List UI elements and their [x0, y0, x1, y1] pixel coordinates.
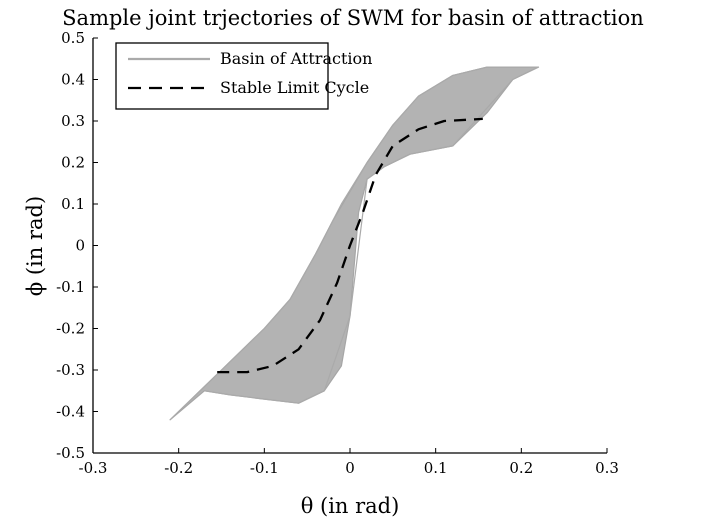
y-tick-label: -0.2 [56, 320, 85, 338]
y-tick-label: 0.5 [61, 29, 85, 47]
y-tick-label: 0.4 [61, 71, 85, 89]
y-tick-label: 0.2 [61, 154, 85, 172]
basin-of-attraction-line [169, 66, 540, 421]
y-tick-label: -0.5 [56, 444, 85, 462]
x-tick-label: -0.2 [164, 459, 193, 477]
chart-title: Sample joint trjectories of SWM for basi… [62, 6, 644, 30]
x-tick-label: 0.3 [595, 459, 619, 477]
legend: Basin of Attraction Stable Limit Cycle [115, 42, 372, 110]
x-tick-label: 0.1 [424, 459, 448, 477]
y-axis-label: ϕ (in rad) [23, 196, 47, 296]
plot-area: -0.3 -0.2 -0.1 0 0.1 0.2 0.3 -0.5 -0.4 -0.3 -0.2 -0… [56, 29, 619, 477]
x-tick-label: -0.1 [250, 459, 279, 477]
y-tick-label: -0.4 [56, 403, 85, 421]
y-tick-label: 0.1 [61, 195, 85, 213]
y-tick-label: -0.1 [56, 278, 85, 296]
stable-limit-cycle-line [217, 117, 483, 374]
x-axis-label: θ (in rad) [301, 494, 400, 518]
legend-label-limit-cycle: Stable Limit Cycle [220, 78, 369, 97]
x-tick-label: -0.3 [79, 459, 108, 477]
x-tick-label: 0.2 [509, 459, 533, 477]
x-tick-label: 0 [345, 459, 355, 477]
y-tick-label: 0 [75, 237, 85, 255]
y-tick-label: 0.3 [61, 112, 85, 130]
legend-label-basin: Basin of Attraction [220, 49, 372, 68]
legend-box [115, 42, 329, 110]
y-tick-label: -0.3 [56, 361, 85, 379]
